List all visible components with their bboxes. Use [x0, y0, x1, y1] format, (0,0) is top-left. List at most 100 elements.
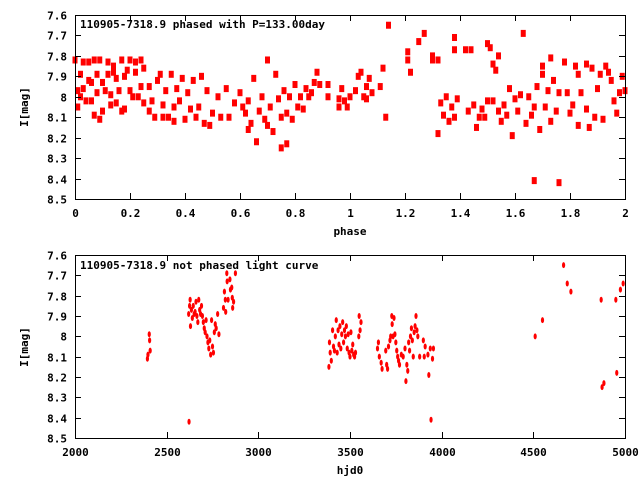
data-point: [91, 111, 97, 119]
data-point: [573, 62, 578, 70]
data-point: [407, 339, 411, 346]
data-point: [111, 62, 116, 70]
data-point: [80, 58, 86, 66]
data-point: [485, 97, 490, 105]
data-point: [210, 343, 215, 350]
data-point: [540, 70, 545, 78]
data-point: [97, 115, 103, 123]
data-point: [395, 347, 399, 354]
data-point: [479, 105, 485, 113]
data-point: [589, 64, 595, 72]
data-point: [209, 351, 213, 358]
data-point: [119, 107, 125, 115]
data-point: [418, 353, 422, 360]
y-tick-label: 7.7: [47, 30, 67, 43]
data-point: [226, 296, 230, 303]
data-point: [449, 103, 455, 111]
data-point: [75, 103, 81, 111]
data-point: [215, 93, 221, 101]
data-point: [454, 95, 460, 103]
x-tick-label: 0.2: [121, 207, 141, 220]
data-point: [498, 117, 504, 125]
data-point: [355, 72, 361, 80]
data-point: [430, 52, 435, 60]
data-point: [226, 113, 232, 121]
x-tick-label: 2500: [154, 446, 181, 459]
y-tick-label: 8.2: [47, 133, 67, 146]
data-point: [222, 288, 227, 295]
data-point: [408, 333, 413, 340]
data-point: [200, 313, 205, 319]
data-point: [493, 66, 499, 74]
data-point: [565, 280, 569, 287]
data-point: [289, 115, 295, 123]
data-point: [284, 109, 290, 117]
data-point: [148, 347, 152, 354]
x-tick-label: 0.4: [176, 207, 196, 220]
unphased-plot-title: 110905-7318.9 not phased light curve: [80, 259, 319, 272]
data-point: [327, 363, 331, 370]
data-point: [152, 113, 158, 121]
x-tick-label: 2000: [62, 446, 89, 459]
data-point: [197, 296, 201, 303]
data-point: [347, 93, 353, 101]
data-point: [278, 144, 284, 152]
data-point: [141, 64, 147, 72]
data-point: [199, 302, 204, 309]
data-point: [351, 341, 355, 348]
data-point: [339, 85, 345, 93]
data-point: [614, 109, 620, 117]
data-point: [111, 68, 116, 76]
data-point: [187, 302, 192, 309]
data-point: [248, 119, 254, 127]
data-point: [386, 21, 391, 29]
data-point: [341, 319, 345, 326]
data-point: [119, 56, 125, 64]
data-point: [265, 121, 270, 129]
data-point: [171, 103, 177, 111]
phased-y-axis-label: I[mag]: [18, 87, 31, 127]
data-point: [100, 107, 105, 115]
data-point: [86, 58, 92, 66]
data-point: [520, 29, 526, 37]
x-tick-label: 1.6: [506, 207, 526, 220]
data-point: [225, 278, 229, 285]
data-point: [270, 128, 276, 136]
data-point: [422, 353, 426, 360]
y-tick-label: 7.9: [47, 311, 67, 324]
data-point: [344, 103, 350, 111]
data-point: [342, 97, 347, 105]
data-point: [91, 56, 97, 64]
data-point: [346, 331, 350, 338]
data-point: [177, 97, 182, 105]
x-tick-label: 3000: [245, 446, 272, 459]
data-point: [230, 284, 234, 291]
data-point: [338, 323, 342, 330]
data-point: [426, 351, 430, 358]
data-point: [276, 95, 281, 103]
data-point: [146, 83, 152, 91]
data-point: [190, 315, 194, 322]
data-point: [430, 355, 435, 362]
y-tick-label: 7.9: [47, 71, 67, 84]
data-point: [341, 339, 346, 346]
data-point: [496, 107, 501, 115]
data-point: [507, 85, 512, 93]
data-point: [512, 95, 518, 103]
data-point: [135, 93, 141, 101]
data-point: [207, 345, 211, 352]
data-point: [94, 89, 100, 97]
data-point: [397, 361, 402, 368]
data-point: [265, 56, 270, 64]
data-point: [405, 48, 411, 56]
data-point: [501, 101, 507, 109]
data-point: [485, 40, 490, 48]
data-point: [336, 103, 342, 111]
data-point: [146, 351, 150, 358]
data-point: [292, 81, 298, 89]
data-point: [75, 87, 81, 95]
x-tick-label: 4000: [429, 446, 456, 459]
data-point: [369, 89, 375, 97]
data-point: [211, 349, 216, 356]
